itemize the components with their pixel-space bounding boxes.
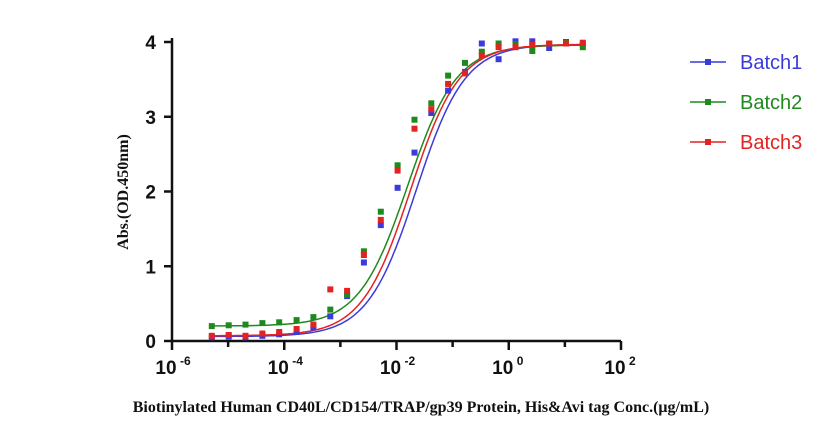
data-point-batch3 [563, 40, 569, 47]
data-point-batch3 [242, 332, 249, 339]
data-point-batch3 [411, 125, 418, 132]
data-point-batch3 [377, 216, 384, 223]
data-point-batch2 [462, 59, 468, 66]
x-tick-label: 10 [492, 358, 513, 379]
y-tick-label: 1 [145, 257, 156, 278]
data-point-batch2 [225, 322, 232, 329]
legend-item-batch2: Batch2 [690, 92, 802, 114]
legend-label: Batch2 [740, 92, 802, 114]
data-point-batch2 [495, 40, 502, 47]
x-axis-title: Biotinylated Human CD40L/CD154/TRAP/gp39… [133, 399, 709, 416]
data-point-batch2 [394, 162, 401, 169]
data-point-batch3 [445, 80, 452, 87]
data-point-batch1 [411, 149, 418, 156]
data-point-batch2 [360, 248, 367, 255]
data-point-batch3 [344, 287, 351, 294]
data-point-batch2 [428, 100, 435, 107]
data-point-batch2 [293, 317, 300, 324]
data-point-batch1 [327, 313, 334, 320]
data-point-batch3 [394, 167, 401, 174]
data-point-batch3 [462, 70, 468, 77]
data-point-batch1 [360, 259, 367, 266]
data-point-batch2 [344, 291, 351, 298]
data-point-batch2 [411, 116, 418, 123]
legend: Batch1 Batch2 Batch3 [690, 52, 802, 154]
data-point-batch1 [495, 56, 502, 63]
data-point-batch3 [495, 44, 502, 51]
data-point-batch3 [428, 106, 435, 113]
data-point-batch2 [478, 48, 485, 55]
legend-marker [705, 139, 711, 145]
data-point-batch1 [377, 222, 384, 229]
legend-item-batch3: Batch3 [690, 132, 802, 154]
x-tick-label: 10 [155, 358, 176, 379]
fit-curves [211, 43, 583, 338]
x-tick-exponent: 0 [517, 354, 524, 368]
data-point-batch2 [445, 72, 452, 79]
legend-label: Batch1 [740, 52, 802, 74]
x-tick-exponent: -2 [405, 354, 416, 368]
data-point-batch3 [529, 42, 536, 48]
data-point-batch3 [259, 330, 266, 337]
data-point-batch1 [478, 40, 485, 47]
legend-label: Batch3 [740, 132, 802, 154]
data-point-batch3 [579, 39, 586, 46]
data-point-batch3 [512, 44, 519, 51]
data-point-batch3 [310, 321, 317, 328]
data-point-batch1 [428, 110, 435, 116]
y-tick-label: 4 [145, 33, 156, 54]
data-point-batch2 [310, 314, 317, 321]
data-point-batch1 [445, 87, 452, 94]
data-point-batch1 [529, 38, 536, 45]
data-point-batch2 [242, 321, 249, 328]
data-point-batch3 [546, 40, 553, 47]
y-axis-title: Abs.(OD.450nm) [115, 134, 132, 250]
data-point-batch3 [478, 52, 485, 59]
x-tick-label: 10 [604, 358, 625, 379]
legend-marker [705, 59, 711, 65]
data-point-batch3 [327, 286, 334, 293]
x-tick-label: 10 [380, 358, 401, 379]
x-tick-exponent: 2 [629, 354, 636, 368]
data-point-batch2 [208, 323, 215, 330]
x-tick-exponent: -6 [180, 354, 191, 368]
legend-item-batch1: Batch1 [690, 52, 802, 74]
data-point-batch1 [394, 184, 401, 191]
data-point-batch2 [579, 44, 586, 51]
data-point-batch3 [276, 329, 283, 335]
data-points [208, 38, 586, 341]
legend-marker [705, 99, 711, 105]
data-point-batch2 [276, 319, 283, 326]
data-point-batch3 [208, 332, 215, 339]
data-point-batch2 [259, 320, 266, 327]
x-tick-label: 10 [268, 358, 289, 379]
fit-curve-batch3 [211, 43, 583, 337]
data-point-batch2 [377, 208, 384, 215]
y-tick-label: 3 [145, 108, 156, 129]
y-tick-label: 0 [145, 332, 156, 353]
data-point-batch3 [225, 332, 232, 338]
data-point-batch1 [546, 45, 553, 51]
data-point-batch3 [293, 326, 300, 332]
data-point-batch2 [529, 48, 536, 54]
data-point-batch2 [327, 306, 334, 313]
y-tick-label: 2 [145, 183, 156, 204]
data-point-batch3 [360, 252, 367, 258]
x-tick-exponent: -4 [292, 354, 303, 368]
